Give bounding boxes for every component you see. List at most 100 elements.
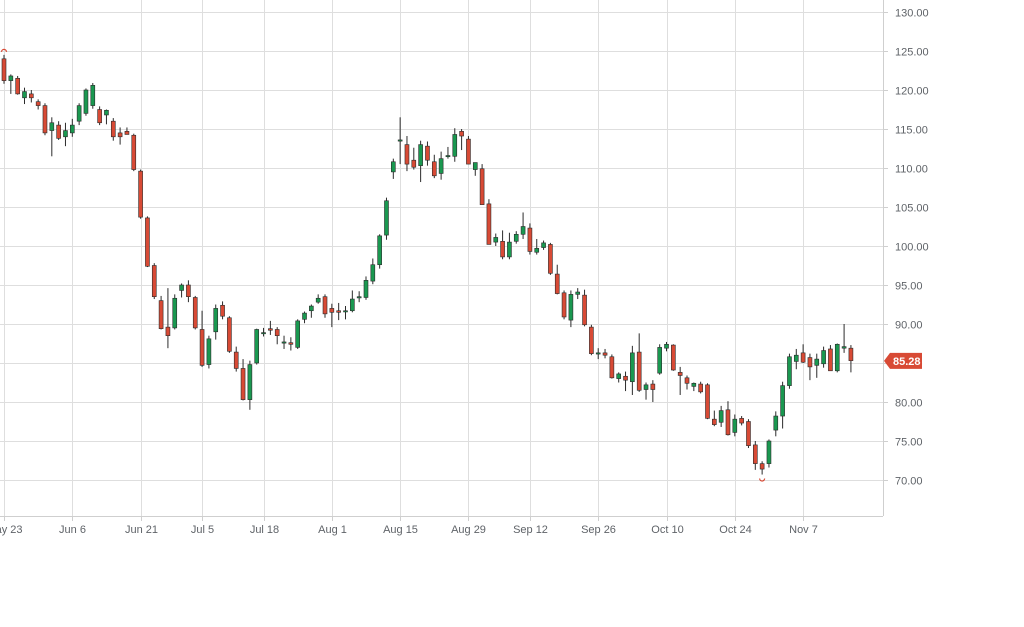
candle[interactable] [814,353,820,378]
candle[interactable] [807,353,813,381]
candle[interactable] [15,75,20,95]
candle[interactable] [507,232,512,260]
candle[interactable] [664,341,669,352]
candle[interactable] [186,280,191,303]
candle[interactable] [213,304,219,340]
candle[interactable] [425,141,430,166]
candles[interactable] [1,54,854,475]
candle[interactable] [527,223,533,255]
candle[interactable] [158,295,164,330]
candle[interactable] [466,136,471,165]
candle[interactable] [397,117,403,165]
candle[interactable] [350,290,355,313]
candle[interactable] [261,327,266,337]
candle[interactable] [568,290,574,328]
candle[interactable] [834,343,840,373]
candle[interactable] [609,354,615,379]
candle[interactable] [206,335,212,369]
candle[interactable] [363,276,369,300]
candle[interactable] [732,414,738,437]
candle[interactable] [479,164,485,205]
candle[interactable] [97,106,102,126]
candle[interactable] [281,335,287,349]
candle[interactable] [821,346,826,368]
candle[interactable] [288,337,294,351]
candle[interactable] [124,127,130,135]
candle[interactable] [315,294,321,304]
candle[interactable] [295,319,300,349]
candle[interactable] [548,242,553,275]
candle[interactable] [240,359,246,401]
candle[interactable] [841,324,847,353]
candle[interactable] [780,381,785,429]
candle[interactable] [145,216,150,268]
candle[interactable] [49,117,55,157]
candle[interactable] [438,151,444,180]
candle[interactable] [268,320,273,335]
candle[interactable] [684,375,690,390]
candle[interactable] [343,306,348,320]
candle[interactable] [725,401,731,436]
candle[interactable] [500,230,505,260]
candle[interactable] [247,360,253,410]
candle[interactable] [431,154,437,179]
candle[interactable] [541,240,546,250]
candle[interactable] [322,294,328,318]
candle[interactable] [192,295,198,330]
candle[interactable] [671,344,676,371]
candle[interactable] [677,366,683,395]
candle[interactable] [691,382,697,392]
candle[interactable] [377,234,382,269]
candle[interactable] [718,405,724,427]
candle[interactable] [486,199,492,245]
candle[interactable] [404,136,410,172]
candle[interactable] [309,304,314,318]
candle[interactable] [534,238,540,255]
candle[interactable] [636,333,642,392]
candle[interactable] [104,109,109,125]
candle[interactable] [329,303,335,328]
candle[interactable] [151,263,157,300]
candle[interactable] [63,122,68,147]
candle[interactable] [561,290,567,320]
candle[interactable] [227,316,232,353]
candle[interactable] [452,128,458,162]
candle[interactable] [766,439,772,468]
candle[interactable] [76,103,82,126]
candle[interactable] [1,54,7,84]
candle[interactable] [746,419,751,449]
candle[interactable] [22,87,27,105]
candle[interactable] [705,383,710,420]
candle[interactable] [739,416,744,426]
candle[interactable] [650,380,656,402]
candle[interactable] [787,353,792,389]
candle[interactable] [445,146,451,159]
candle[interactable] [199,310,205,367]
candle[interactable] [56,121,61,140]
candle[interactable] [131,133,137,172]
candle[interactable] [657,344,662,375]
candle[interactable] [302,311,307,324]
candle[interactable] [35,99,41,110]
candle[interactable] [83,88,89,116]
candle[interactable] [418,140,423,183]
candle[interactable] [582,289,587,327]
candle[interactable] [554,264,560,295]
candle[interactable] [828,345,833,372]
candle[interactable] [623,371,628,392]
candle[interactable] [459,129,464,151]
candle[interactable] [110,118,116,141]
candle[interactable] [233,346,239,372]
candle[interactable] [520,212,526,239]
candle[interactable] [411,147,417,170]
candle[interactable] [800,344,806,363]
candle[interactable] [575,288,581,300]
candle[interactable] [630,345,635,395]
candle[interactable] [165,288,171,349]
candle[interactable] [712,410,717,427]
candle[interactable] [602,348,608,359]
candle[interactable] [773,411,779,437]
candle[interactable] [220,301,225,320]
candle[interactable] [472,162,478,176]
